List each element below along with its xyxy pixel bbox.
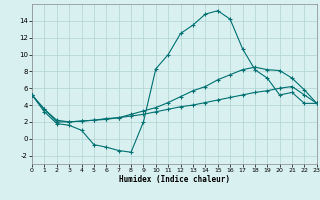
X-axis label: Humidex (Indice chaleur): Humidex (Indice chaleur) bbox=[119, 175, 230, 184]
